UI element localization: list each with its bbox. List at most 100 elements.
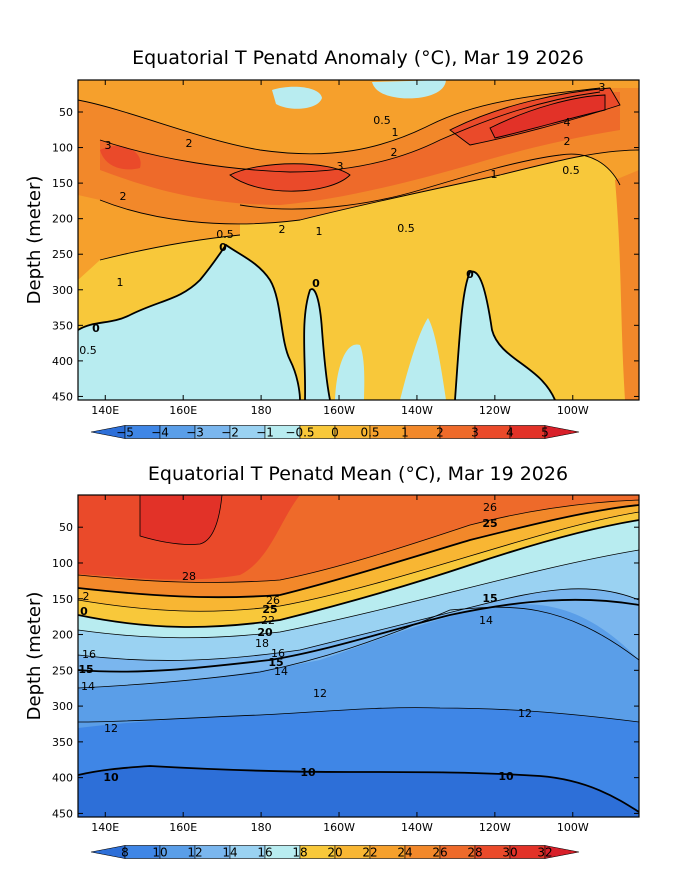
anomaly-band-4-core (490, 95, 605, 138)
y-tick-label: 400 (52, 772, 73, 785)
colorbar-swatch (439, 425, 476, 439)
colorbar-label: 0 (331, 426, 339, 440)
y-tick-label: 350 (52, 736, 73, 749)
colorbar-label: 12 (187, 846, 202, 860)
contour-label: 22 (261, 614, 275, 627)
contour-label: 2 (391, 146, 398, 159)
x-tick-label: 100W (557, 404, 589, 417)
contour-label: 0.5 (397, 222, 415, 235)
contour-label: 0.5 (373, 114, 391, 127)
mean-contours (78, 495, 639, 723)
contour-label: 1 (392, 126, 399, 139)
mean-colorbar: 8 10 12 14 16 18 20 22 24 26 28 30 32 (90, 845, 580, 860)
mean-bold-contours (78, 504, 639, 813)
mean-plot-frame (77, 494, 640, 818)
contour-label: 14 (479, 614, 493, 627)
colorbar-label: 28 (467, 846, 482, 860)
x-tick-label: 160W (323, 821, 355, 834)
contour-label: 28 (182, 570, 196, 583)
contour-label: 26 (266, 594, 280, 607)
colorbar-label: 18 (292, 846, 307, 860)
contour-label: 0.5 (216, 228, 234, 241)
anomaly-axes: 140E 160E 180 160W 140W 120W 100W5010015020025… (52, 80, 639, 417)
contour-label: 3 (105, 139, 112, 152)
contour-label: 0.5 (79, 344, 97, 357)
contour-label: 15 (78, 663, 93, 676)
y-axis-label: Depth (meter) (24, 592, 45, 721)
y-axis-label: Depth (meter) (24, 176, 45, 305)
y-tick-label: 450 (52, 390, 73, 403)
colorbar-label: 0.5 (360, 426, 379, 440)
anomaly-field (78, 80, 639, 400)
colorbar-arrow-high (544, 425, 580, 439)
colorbar-label: 14 (222, 846, 237, 860)
mean-band-8 (78, 766, 639, 817)
contour-label: 14 (274, 665, 288, 678)
colorbar-label: −1 (256, 426, 274, 440)
contour-label: 12 (313, 687, 327, 700)
anomaly-band-east-margin (615, 170, 639, 400)
anomaly-cold-top-b (372, 80, 446, 99)
contour-label: 0 (80, 605, 88, 618)
y-tick-label: 300 (52, 700, 73, 713)
anomaly-colorbar: −5 −4 −3 −2 −1 −0.5 0 0.5 1 2 3 4 5 (90, 425, 580, 440)
contour-label: 16 (271, 647, 285, 660)
anomaly-plot-frame (77, 79, 640, 401)
contour-label: 20 (257, 626, 273, 639)
anomaly-zero-contours (78, 243, 556, 400)
colorbar-label: 10 (152, 846, 167, 860)
y-tick-label: 100 (52, 142, 73, 155)
anomaly-cold-mid2 (335, 344, 365, 400)
y-tick-label: 150 (52, 177, 73, 190)
y-tick-label: 300 (52, 284, 73, 297)
contour-label: 2 (120, 190, 127, 203)
colorbar-label: −3 (186, 426, 204, 440)
y-tick-label: 50 (59, 521, 73, 534)
contour-label: 0 (92, 322, 100, 335)
contour-label: 0.5 (562, 164, 580, 177)
colorbar-label: 22 (362, 846, 377, 860)
x-tick-label: 140W (401, 821, 433, 834)
colorbar-label: −0.5 (285, 426, 314, 440)
chart-title: Equatorial T Penatd Anomaly (°C), Mar 19… (132, 47, 584, 69)
x-tick-label: 140E (91, 821, 119, 834)
contour-label: 2 (564, 135, 571, 148)
mean-axes: 140E 160E 180 160W 140W 120W 100W5010015020025… (52, 495, 639, 834)
colorbar-label: 5 (541, 426, 549, 440)
y-tick-label: 200 (52, 629, 73, 642)
contour-label: 18 (255, 637, 269, 650)
contour-label: 12 (104, 722, 118, 735)
contour-label: 2 (83, 590, 90, 603)
colorbar-swatch (404, 425, 441, 439)
colorbar-label: −2 (221, 426, 239, 440)
contour-label: 15 (482, 592, 497, 605)
contour-label: 3 (599, 81, 606, 94)
mean-band-30 (140, 495, 222, 545)
x-tick-label: 160W (323, 404, 355, 417)
anomaly-cold-east1 (400, 318, 446, 400)
contour-label: 2 (186, 137, 193, 150)
y-tick-label: 250 (52, 248, 73, 261)
contour-label: 16 (82, 648, 96, 661)
colorbar-label: 24 (397, 846, 412, 860)
contour-label: 0 (312, 277, 320, 290)
contour-label: 25 (482, 517, 497, 530)
anomaly-contours (78, 87, 639, 261)
contour-label: 3 (337, 160, 344, 173)
contour-label: 10 (103, 771, 119, 784)
chart-title: Equatorial T Penatd Mean (°C), Mar 19 20… (148, 463, 568, 485)
x-tick-label: 100W (557, 821, 589, 834)
colorbar-label: −5 (116, 426, 134, 440)
x-tick-label: 160E (169, 404, 197, 417)
contour-label: 1 (117, 276, 124, 289)
y-tick-label: 400 (52, 355, 73, 368)
y-tick-label: 50 (59, 106, 73, 119)
anomaly-cold-west (78, 245, 300, 400)
contour-label: 0 (466, 268, 474, 281)
contour-label: 10 (300, 766, 316, 779)
y-tick-label: 450 (52, 807, 73, 820)
x-tick-label: 180 (251, 404, 272, 417)
mean-contour-labels: 26 25 28 26 25 22 20 18 16 15 14 15 14 1… (78, 501, 532, 784)
contour-label: 10 (498, 770, 514, 783)
